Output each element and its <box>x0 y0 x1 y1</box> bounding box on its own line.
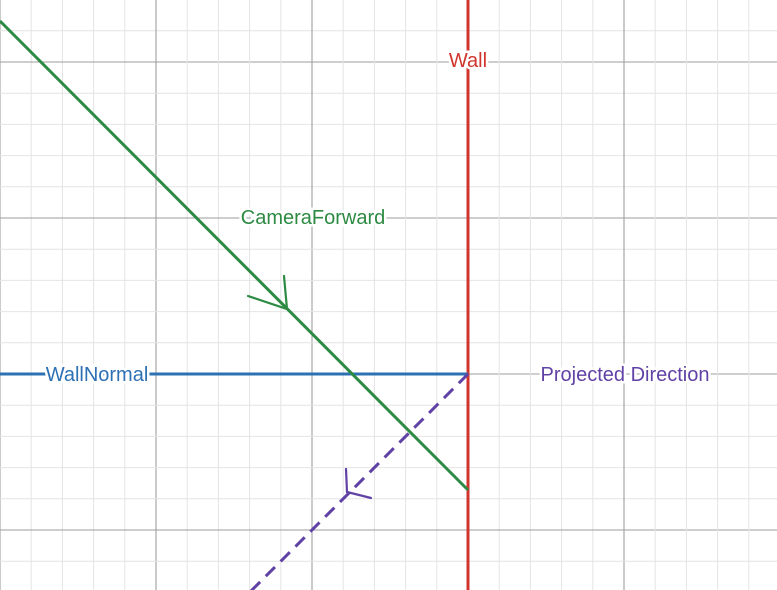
wall-label: Wall <box>449 50 487 72</box>
wall-normal-label: WallNormal <box>46 364 149 386</box>
projected-direction-line <box>249 372 470 590</box>
projected-direction-label: Projected Direction <box>541 364 710 386</box>
projected-direction-arrow-icon <box>344 467 373 500</box>
camera-forward-line <box>0 19 470 492</box>
camera-forward-arrow-icon <box>246 274 289 311</box>
camera-forward-label: CameraForward <box>241 207 385 229</box>
